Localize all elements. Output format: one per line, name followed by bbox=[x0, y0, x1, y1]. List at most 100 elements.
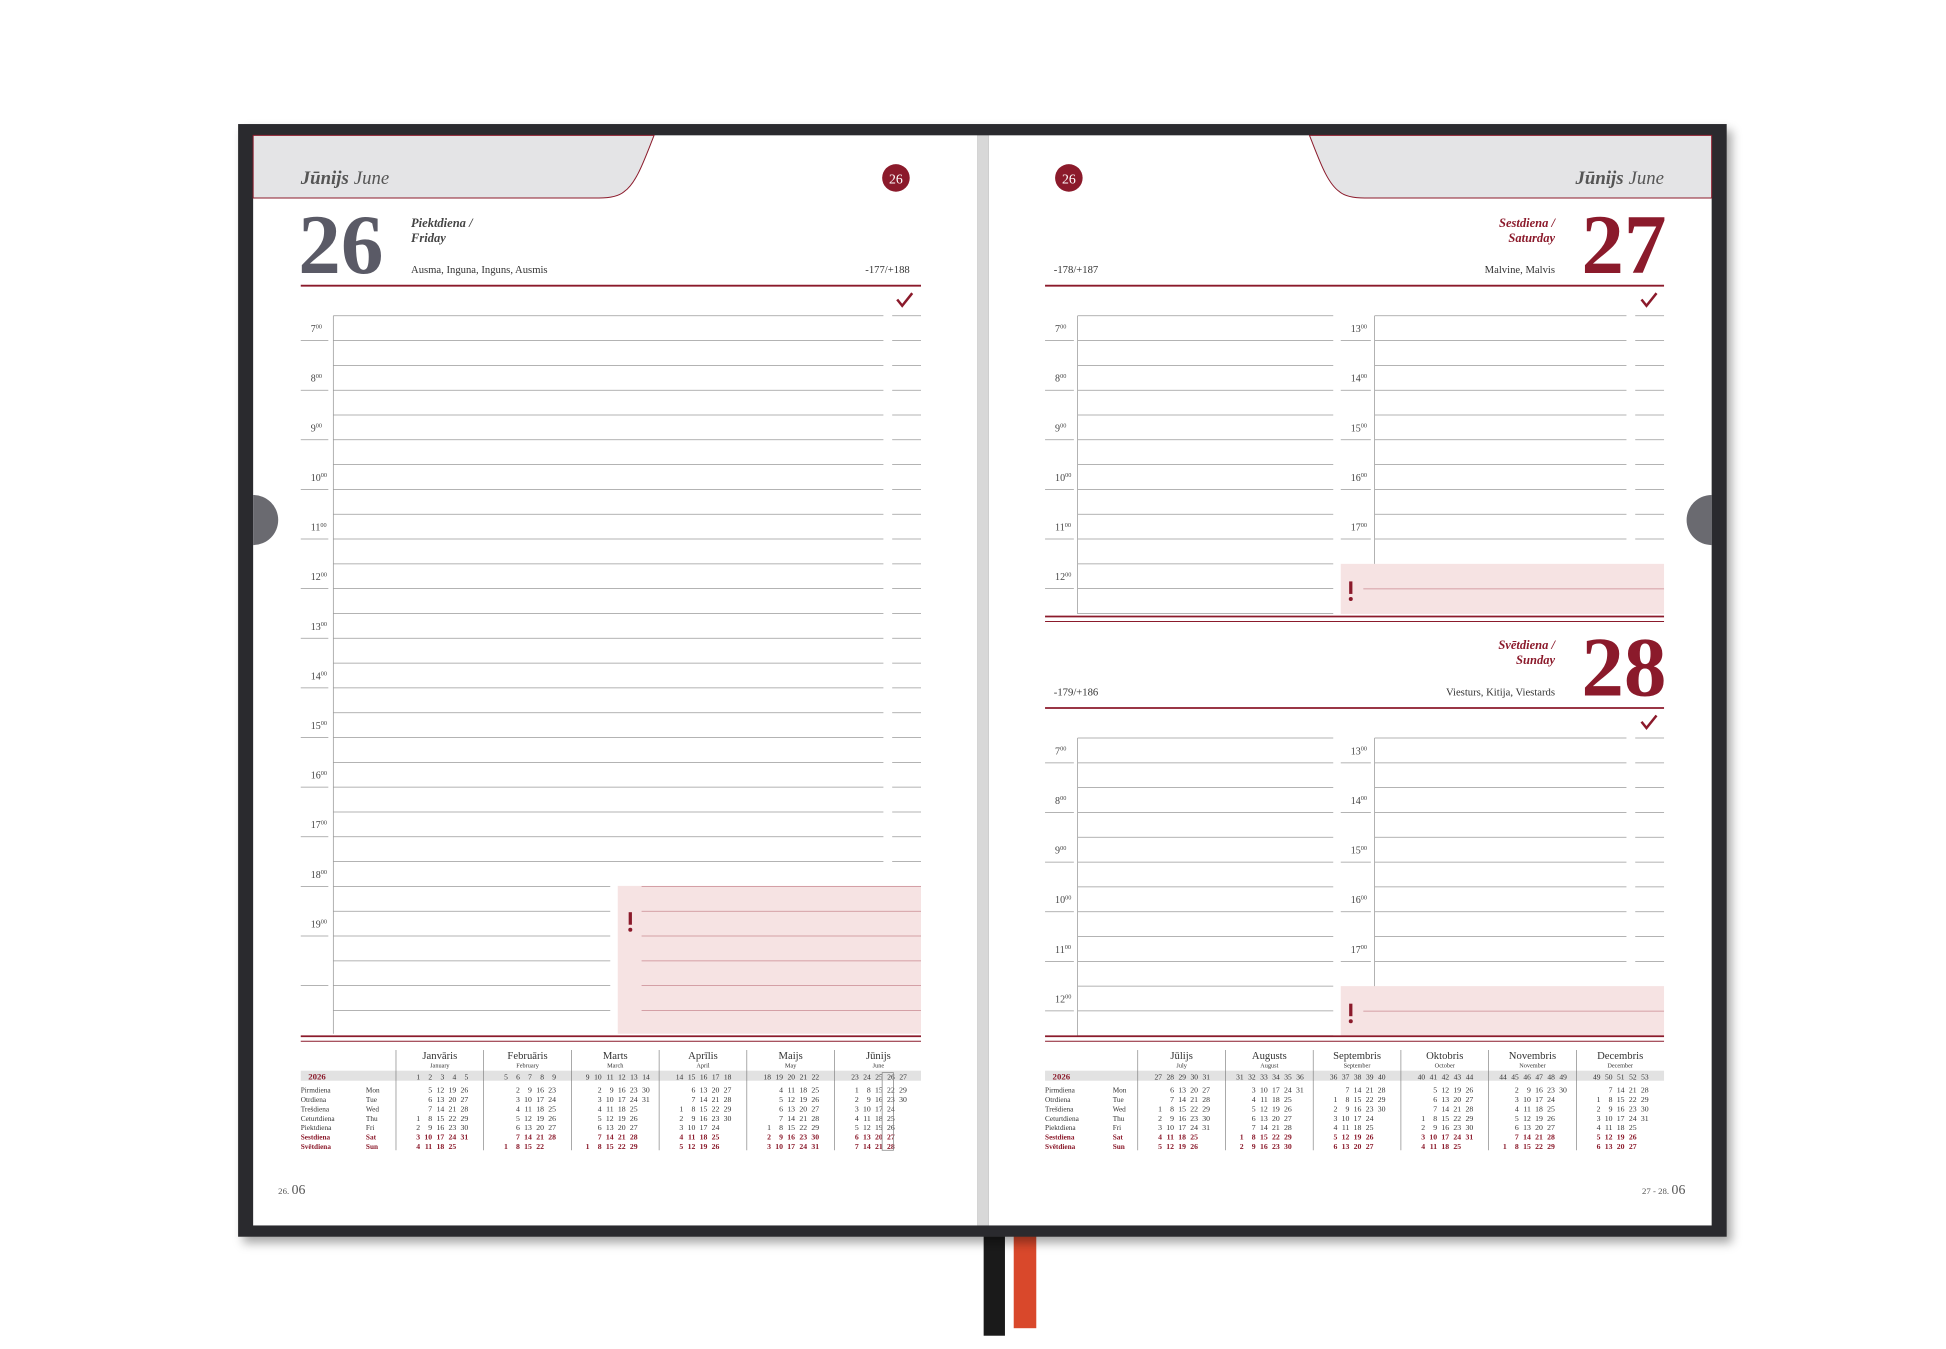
calendar-day: 16 bbox=[700, 1114, 708, 1123]
calendar-day: 1 bbox=[504, 1142, 508, 1151]
minutes: 00 bbox=[1065, 472, 1071, 479]
calendar-day: 20 bbox=[1190, 1086, 1198, 1095]
hour-label: 1200 bbox=[1055, 571, 1071, 583]
calendar-day: 16 bbox=[787, 1133, 795, 1142]
calendar-day: 9 bbox=[779, 1133, 783, 1142]
calendar-day: 30 bbox=[1465, 1123, 1473, 1132]
calendar-day: 11 bbox=[1430, 1142, 1437, 1151]
calendar-day: 22 bbox=[1535, 1142, 1543, 1151]
hour: 7 bbox=[311, 324, 316, 335]
hour-label: 1200 bbox=[311, 571, 327, 583]
calendar-day: 1 bbox=[1421, 1114, 1425, 1123]
calendar-day: 20 bbox=[1272, 1114, 1280, 1123]
calendar-day: 28 bbox=[1284, 1123, 1292, 1132]
calendar-day: 23 bbox=[449, 1123, 457, 1132]
calendar-day: 15 bbox=[524, 1142, 532, 1151]
calendar-day: 12 bbox=[606, 1114, 614, 1123]
weekday-en: Sat bbox=[366, 1134, 377, 1142]
calendar-day: 6 bbox=[428, 1095, 432, 1104]
week-number: 35 bbox=[1284, 1072, 1292, 1081]
month-name-en: September bbox=[1344, 1063, 1372, 1070]
calendar-day: 7 bbox=[516, 1133, 520, 1142]
calendar-day: 12 bbox=[1523, 1114, 1531, 1123]
note-icon bbox=[1348, 1019, 1353, 1024]
calendar-day: 31 bbox=[1465, 1133, 1473, 1142]
calendar-day: 20 bbox=[712, 1086, 720, 1095]
week-number: 26 bbox=[889, 172, 903, 187]
calendar-day: 25 bbox=[712, 1133, 720, 1142]
calendar-day: 14 bbox=[1523, 1133, 1531, 1142]
calendar-day: 7 bbox=[1252, 1123, 1256, 1132]
calendar-day: 5 bbox=[428, 1086, 432, 1095]
calendar-day: 18 bbox=[700, 1133, 708, 1142]
weekday-lv: Ceturtdiena bbox=[301, 1115, 336, 1123]
minutes: 00 bbox=[316, 373, 322, 380]
calendar-day: 25 bbox=[1453, 1142, 1461, 1151]
calendar-day: 11 bbox=[524, 1104, 532, 1113]
week-number: 14 bbox=[642, 1072, 650, 1081]
calendar-day: 26 bbox=[887, 1123, 895, 1132]
week-number: 7 bbox=[528, 1072, 532, 1081]
calendar-day: 12 bbox=[1260, 1104, 1268, 1113]
hour-label: 1000 bbox=[1055, 472, 1071, 484]
calendar-day: 30 bbox=[811, 1133, 819, 1142]
check-icon bbox=[1640, 714, 1658, 731]
month-name-en: May bbox=[785, 1063, 797, 1070]
calendar-day: 17 bbox=[875, 1104, 883, 1113]
calendar-day: 6 bbox=[855, 1133, 859, 1142]
minutes: 00 bbox=[321, 472, 327, 479]
calendar-day: 11 bbox=[688, 1133, 695, 1142]
month-name: Aprīlis bbox=[688, 1051, 718, 1062]
weekday-en: Fri bbox=[366, 1124, 374, 1132]
calendar-day: 10 bbox=[524, 1095, 532, 1104]
calendar-day: 11 bbox=[1260, 1095, 1268, 1104]
calendar-day: 25 bbox=[811, 1086, 819, 1095]
month-name: Maijs bbox=[779, 1051, 803, 1062]
calendar-day: 24 bbox=[1190, 1123, 1198, 1132]
calendar-day: 31 bbox=[811, 1142, 819, 1151]
weekday-lv: Ceturtdiena bbox=[1045, 1115, 1080, 1123]
calendar-day: 24 bbox=[1547, 1095, 1555, 1104]
calendar-day: 15 bbox=[1178, 1104, 1186, 1113]
calendar-day: 12 bbox=[1342, 1133, 1350, 1142]
month-en: June bbox=[1629, 168, 1664, 189]
minutes: 00 bbox=[1361, 795, 1367, 802]
week-number: 33 bbox=[1260, 1072, 1268, 1081]
calendar-day: 28 bbox=[811, 1114, 819, 1123]
calendar-day: 11 bbox=[863, 1114, 871, 1123]
calendar-day: 22 bbox=[1629, 1095, 1637, 1104]
calendar-day: 14 bbox=[700, 1095, 708, 1104]
calendar-day: 7 bbox=[779, 1114, 783, 1123]
month-name-en: February bbox=[516, 1063, 539, 1070]
calendar-day: 23 bbox=[799, 1133, 807, 1142]
calendar-day: 11 bbox=[425, 1142, 432, 1151]
calendar-day: 5 bbox=[598, 1114, 602, 1123]
hour: 18 bbox=[311, 870, 321, 881]
calendar-day: 16 bbox=[1617, 1104, 1625, 1113]
calendar-day: 28 bbox=[724, 1095, 732, 1104]
week-number: 18 bbox=[764, 1072, 772, 1081]
minutes: 00 bbox=[1065, 571, 1071, 578]
calendar-day: 14 bbox=[1441, 1104, 1449, 1113]
calendar-day: 30 bbox=[642, 1086, 650, 1095]
calendar-day: 23 bbox=[1190, 1114, 1198, 1123]
week-number: 36 bbox=[1330, 1072, 1338, 1081]
week-number: 26 bbox=[1062, 172, 1076, 187]
hour-label: 1000 bbox=[311, 472, 327, 484]
week-number: 22 bbox=[812, 1072, 820, 1081]
calendar-day: 8 bbox=[779, 1123, 783, 1132]
weekday-en: Wed bbox=[1113, 1105, 1126, 1113]
calendar-day: 19 bbox=[618, 1114, 626, 1123]
minutes: 00 bbox=[1065, 522, 1071, 529]
calendar-day: 2 bbox=[1158, 1114, 1162, 1123]
hour: 17 bbox=[311, 820, 321, 831]
week-number: 5 bbox=[504, 1072, 508, 1081]
minutes: 00 bbox=[1361, 746, 1367, 753]
note-icon bbox=[628, 912, 632, 925]
hour: 15 bbox=[311, 721, 321, 732]
weekday-en: Saturday bbox=[1508, 231, 1555, 245]
calendar-day: 31 bbox=[461, 1133, 469, 1142]
footer-month: 06 bbox=[292, 1182, 306, 1197]
header-tab bbox=[252, 134, 655, 199]
